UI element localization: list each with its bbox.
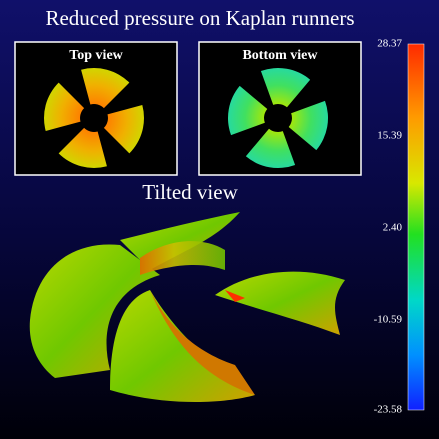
colorbar-label: 15.39 <box>377 130 402 142</box>
colorbar-label: -23.58 <box>374 404 403 416</box>
title: Reduced pressure on Kaplan runners <box>45 6 354 30</box>
colorbar-label: 2.40 <box>383 222 403 234</box>
colorbar-label: -10.59 <box>374 314 403 326</box>
tilted-view <box>29 212 345 402</box>
colorbar: 28.37 15.39 2.40 -10.59 -23.58 <box>374 38 425 416</box>
top-view-panel: Top view <box>14 41 178 176</box>
panel-label: Top view <box>69 48 123 63</box>
panel-label: Bottom view <box>242 48 318 63</box>
tilted-label: Tilted view <box>142 180 238 204</box>
colorbar-label: 28.37 <box>377 38 402 50</box>
bottom-view-panel: Bottom view <box>198 41 362 176</box>
